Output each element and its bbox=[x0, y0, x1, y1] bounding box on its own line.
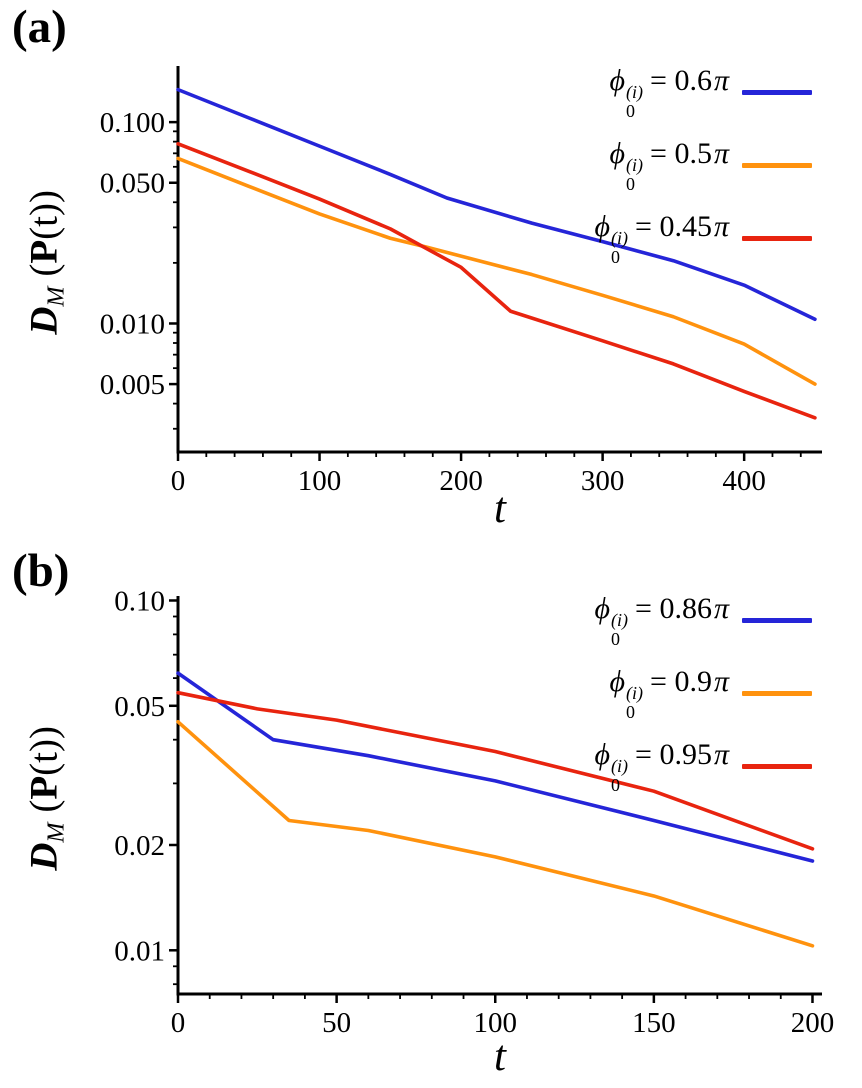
panel-b-plot: 0 50 100 150 200 0.10 0.05 0.02 0.01 bbox=[114, 585, 835, 1039]
x-tick-label: 100 bbox=[473, 1007, 517, 1039]
y-tick-label: 0.010 bbox=[100, 308, 165, 340]
x-tick-label: 50 bbox=[322, 1007, 351, 1039]
series-line-phi0-0.45pi bbox=[176, 142, 817, 420]
y-tick-label: 0.02 bbox=[114, 830, 165, 862]
subscript-m: M bbox=[42, 286, 70, 307]
legend-item-phi0-0.6pi: ϕ (i) 0 = 0.6π bbox=[610, 64, 812, 121]
legend-item-phi0-0.9pi: ϕ (i) 0 = 0.9π bbox=[610, 665, 812, 722]
legend-line-swatch bbox=[742, 89, 812, 95]
y-tick-label: 0.100 bbox=[100, 107, 165, 139]
panel-a: 0 100 200 300 400 0.100 0.050 0.010 0.005 (a) DM… bbox=[12, 1, 822, 532]
legend-label: ϕ (i) 0 = 0.86π bbox=[594, 592, 729, 649]
legend-label: ϕ (i) 0 = 0.5π bbox=[609, 136, 729, 194]
legend-line-swatch bbox=[742, 617, 812, 623]
subscript-m: M bbox=[42, 822, 70, 843]
panel-b: 0 50 100 150 200 0.10 0.05 0.02 0.01 (b) DM (P(t… bbox=[0, 544, 862, 1088]
legend-line-swatch bbox=[742, 235, 812, 241]
bold-p: P bbox=[22, 239, 66, 264]
x-axis-label-b: t bbox=[494, 1033, 506, 1080]
x-tick-label: 300 bbox=[581, 465, 625, 497]
panel-b-label: (b) bbox=[12, 545, 70, 597]
x-tick-label: 0 bbox=[171, 1007, 186, 1039]
legend-label: ϕ (i) 0 = 0.9π bbox=[609, 664, 729, 722]
math-script-d: D bbox=[22, 306, 66, 335]
legend-item-phi0-0.45pi: ϕ (i) 0 = 0.45π bbox=[595, 210, 812, 267]
x-axis-label-a: t bbox=[494, 485, 506, 532]
legend-a: ϕ (i) 0 = 0.6π ϕ (i) 0 = 0.5π ϕ (i) 0 = 0.45π bbox=[595, 64, 812, 267]
paren-close: (t)) bbox=[22, 726, 66, 776]
x-tick-label: 400 bbox=[722, 465, 766, 497]
bold-p: P bbox=[22, 775, 66, 800]
paren-open: ( bbox=[22, 263, 66, 287]
math-script-d: D bbox=[22, 842, 66, 871]
legend-label: ϕ (i) 0 = 0.6π bbox=[609, 64, 729, 121]
y-axis-label-b: DM (P(t)) bbox=[22, 628, 71, 968]
legend-line-swatch bbox=[742, 690, 812, 696]
y-axis-label-a: DM (P(t)) bbox=[22, 92, 71, 432]
legend-line-swatch bbox=[742, 162, 812, 168]
series-line-phi0-0.86pi bbox=[176, 671, 815, 863]
series-line-phi0-0.9pi bbox=[176, 720, 815, 948]
x-tick-label: 100 bbox=[298, 465, 342, 497]
legend-label: ϕ (i) 0 = 0.95π bbox=[594, 737, 729, 795]
x-tick-label: 200 bbox=[791, 1007, 835, 1039]
legend-item-phi0-0.95pi: ϕ (i) 0 = 0.95π bbox=[595, 738, 812, 795]
legend-label: ϕ (i) 0 = 0.45π bbox=[594, 209, 729, 267]
x-tick-label: 200 bbox=[439, 465, 483, 497]
y-tick-label: 0.005 bbox=[100, 369, 165, 401]
paren-open: ( bbox=[22, 799, 66, 823]
series-line-phi0-0.5pi bbox=[176, 156, 817, 386]
y-tick-label: 0.10 bbox=[114, 585, 165, 617]
x-tick-label: 150 bbox=[632, 1007, 676, 1039]
y-tick-label: 0.01 bbox=[114, 935, 165, 967]
panel-a-plot: 0 100 200 300 400 0.100 0.050 0.010 0.005 bbox=[100, 66, 822, 497]
legend-b: ϕ (i) 0 = 0.86π ϕ (i) 0 = 0.9π ϕ (i) 0 = 0.95π bbox=[595, 592, 812, 795]
y-tick-label: 0.050 bbox=[100, 168, 165, 200]
x-tick-label: 0 bbox=[171, 465, 186, 497]
paren-close: (t)) bbox=[22, 190, 66, 240]
legend-item-phi0-0.5pi: ϕ (i) 0 = 0.5π bbox=[610, 137, 812, 194]
y-tick-label: 0.05 bbox=[114, 691, 165, 723]
legend-item-phi0-0.86pi: ϕ (i) 0 = 0.86π bbox=[595, 592, 812, 649]
series-line-phi0-0.6pi bbox=[176, 87, 817, 322]
series-line-phi0-0.95pi bbox=[176, 690, 815, 851]
panel-a-label: (a) bbox=[12, 1, 67, 53]
legend-line-swatch bbox=[742, 763, 812, 769]
